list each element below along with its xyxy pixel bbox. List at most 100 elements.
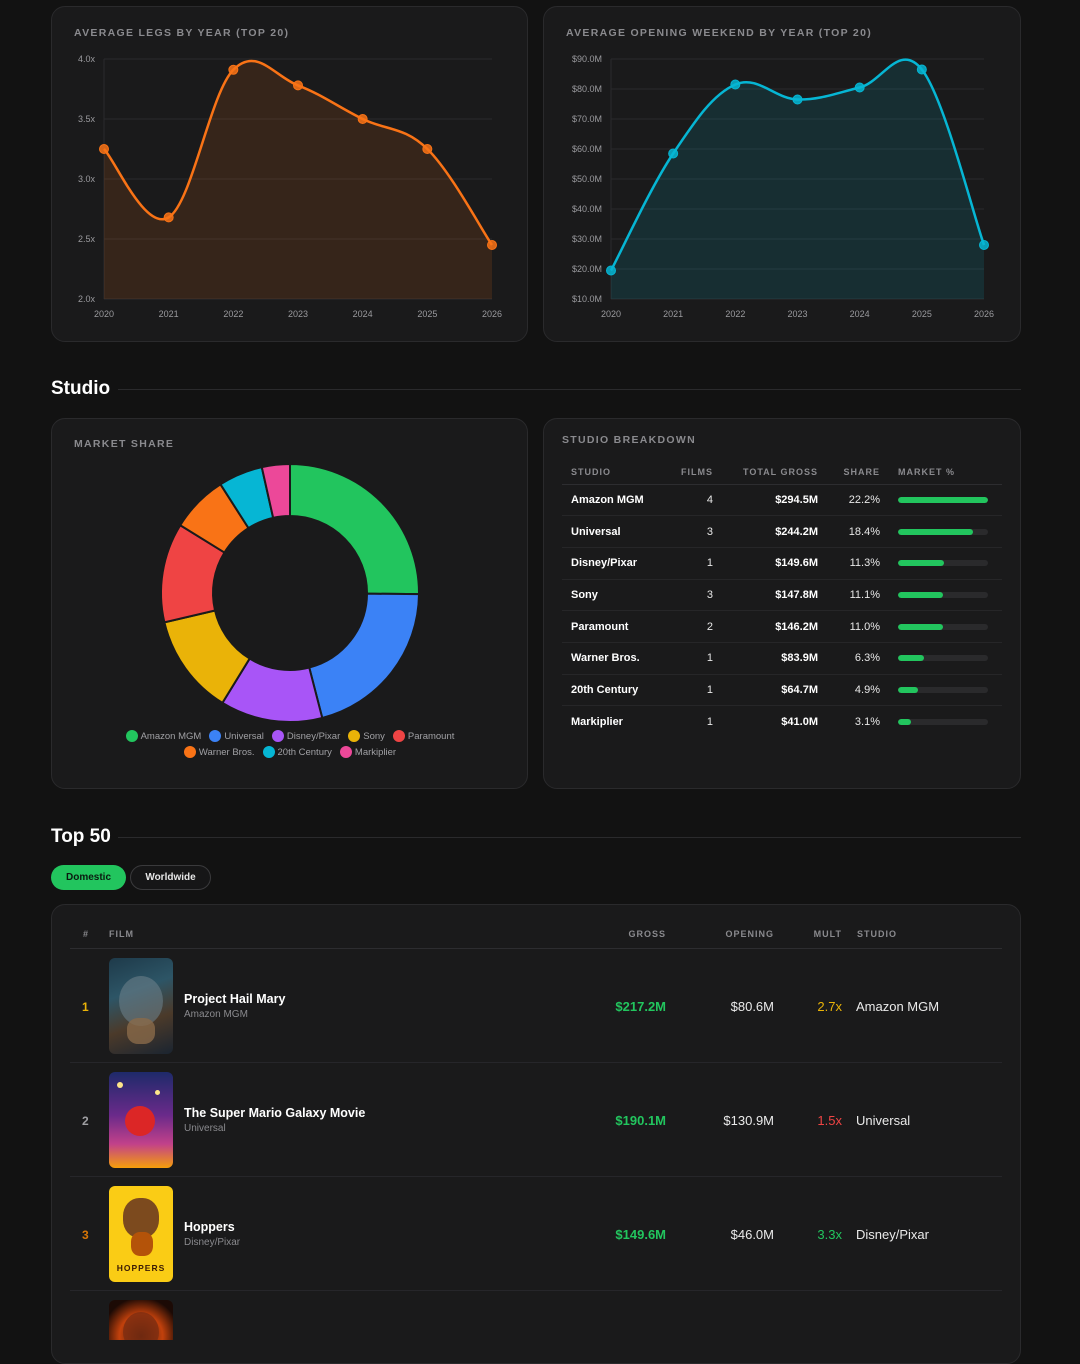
col-opening[interactable]: OPENING	[725, 929, 774, 939]
donut-slice[interactable]	[308, 592, 421, 720]
table-row[interactable]: Paramount 2 $146.2M 11.0%	[562, 610, 1002, 643]
bar-fill	[898, 718, 911, 725]
legend-label: Disney/Pixar	[286, 730, 341, 742]
legend-item[interactable]: 20th Century	[262, 746, 332, 758]
y-tick-label: 3.5x	[78, 114, 96, 124]
col-studio[interactable]: STUDIO	[562, 460, 672, 485]
rank-number: 1	[82, 1000, 89, 1014]
table-row[interactable]: Markiplier 1 $41.0M 3.1%	[562, 706, 1002, 738]
data-point[interactable]	[422, 144, 433, 154]
rank-number: 3	[82, 1228, 89, 1242]
legend-item[interactable]: Warner Bros.	[183, 746, 255, 758]
y-tick-label: $20.0M	[572, 264, 602, 274]
table-row[interactable]: Universal 3 $244.2M 18.4%	[562, 515, 1002, 548]
multiplier-value: 1.5x	[817, 1113, 842, 1128]
market-bar	[889, 642, 1002, 675]
data-point[interactable]	[99, 144, 109, 154]
poster-image[interactable]	[109, 958, 173, 1054]
studio-name: Paramount	[562, 610, 672, 643]
col-films[interactable]: FILMS	[672, 460, 722, 485]
data-point[interactable]	[163, 212, 174, 223]
legs-area-fill	[104, 60, 492, 299]
col-mult[interactable]: MULT	[813, 929, 842, 939]
data-point[interactable]	[668, 148, 679, 159]
col-gross[interactable]: GROSS	[628, 929, 666, 939]
data-point[interactable]	[979, 240, 989, 250]
share-pct: 18.4%	[827, 515, 889, 548]
total-gross: $244.2M	[722, 515, 827, 548]
col-total-gross[interactable]: TOTAL GROSS	[722, 460, 827, 485]
legend-swatch	[183, 746, 196, 758]
films-count: 1	[706, 715, 713, 728]
film-row[interactable]: 1 Project Hail Mary Amazon MGM $217.2M $…	[70, 949, 1002, 1063]
table-row[interactable]: Warner Bros. 1 $83.9M 6.3%	[562, 642, 1002, 675]
legend-label: 20th Century	[277, 746, 332, 758]
film-title[interactable]: Project Hail Mary	[184, 992, 286, 1006]
legend-label: Paramount	[407, 730, 455, 742]
studio-name: Universal	[562, 515, 672, 548]
legend-swatch	[209, 730, 222, 742]
bar-track	[898, 718, 988, 725]
domestic-tab[interactable]: Domestic	[51, 865, 126, 890]
film-row[interactable]: 3 HOPPERS Hoppers Disney/Pixar $149.6M $…	[70, 1177, 1002, 1291]
y-tick-label: $60.0M	[572, 144, 602, 154]
worldwide-tab[interactable]: Worldwide	[130, 865, 211, 890]
poster-image[interactable]	[109, 1072, 173, 1168]
col-share[interactable]: SHARE	[827, 460, 889, 485]
col-studio[interactable]: STUDIO	[857, 929, 898, 939]
y-tick-label: 2.5x	[78, 234, 96, 244]
share-pct: 6.3%	[827, 642, 889, 675]
data-point[interactable]	[487, 240, 497, 250]
col-market-pct[interactable]: MARKET %	[889, 460, 1002, 485]
bar-fill	[898, 623, 943, 630]
market-bar	[889, 706, 1002, 738]
poster-image[interactable]	[109, 1300, 173, 1340]
legend-item[interactable]: Universal	[209, 730, 264, 742]
bar-fill	[898, 496, 988, 503]
data-point[interactable]	[606, 265, 616, 276]
film-row[interactable]: 2 The Super Mario Galaxy Movie Universal…	[70, 1063, 1002, 1177]
data-point[interactable]	[792, 94, 803, 105]
table-row[interactable]: Disney/Pixar 1 $149.6M 11.3%	[562, 547, 1002, 580]
legend-item[interactable]: Markiplier	[339, 746, 397, 758]
films-count: 1	[672, 674, 722, 707]
table-row[interactable]: Sony 3 $147.8M 11.1%	[562, 579, 1002, 612]
legend-item[interactable]: Amazon MGM	[125, 730, 201, 742]
studio-name: Amazon MGM	[562, 484, 672, 517]
total-gross: $41.0M	[781, 715, 818, 728]
y-tick-label: $70.0M	[572, 114, 602, 124]
donut-slice[interactable]	[260, 462, 291, 520]
legend-item[interactable]: Paramount	[392, 730, 455, 742]
legend-label: Markiplier	[354, 746, 397, 758]
market-share-legend: Amazon MGM Universal Disney/Pixar Sony Param…	[52, 730, 528, 758]
studio-name: Markiplier	[571, 715, 623, 728]
data-point[interactable]	[357, 114, 368, 124]
opening-value: $130.9M	[723, 1113, 774, 1128]
data-point[interactable]	[293, 80, 303, 91]
x-tick-label: 2024	[850, 309, 870, 319]
film-title[interactable]: The Super Mario Galaxy Movie	[184, 1106, 366, 1120]
top50-section-title: Top 50	[51, 826, 111, 847]
share-pct: 3.1%	[854, 715, 880, 728]
legend-item[interactable]: Sony	[348, 730, 385, 742]
film-title[interactable]: Hoppers	[184, 1220, 235, 1234]
opening-chart: $90.0M $80.0M $70.0M $60.0M $50.0M $40.0M $30.…	[572, 54, 994, 319]
bar-track	[898, 591, 988, 598]
data-point[interactable]	[228, 64, 239, 75]
data-point[interactable]	[916, 64, 927, 75]
table-row[interactable]: Amazon MGM 4 $294.5M 22.2%	[562, 484, 1002, 517]
divider	[118, 389, 1021, 390]
total-gross: $83.9M	[722, 642, 827, 675]
data-point[interactable]	[730, 79, 741, 90]
studio-name: Sony	[562, 579, 672, 612]
legs-chart: 4.0x 3.5x 3.0x 2.5x 2.0x 2020 2021 2022 2023 2024…	[78, 54, 502, 319]
data-point[interactable]	[854, 82, 865, 93]
poster-image[interactable]: HOPPERS	[109, 1186, 173, 1282]
share-pct: 11.3%	[827, 547, 889, 580]
studio-value: Amazon MGM	[856, 999, 940, 1014]
gross-value: $149.6M	[615, 1227, 666, 1242]
table-row[interactable]: 20th Century 1 $64.7M 4.9%	[562, 674, 1002, 707]
legend-item[interactable]: Disney/Pixar	[271, 730, 341, 742]
donut-slice[interactable]	[289, 462, 420, 596]
col-film[interactable]: FILM	[109, 929, 134, 939]
